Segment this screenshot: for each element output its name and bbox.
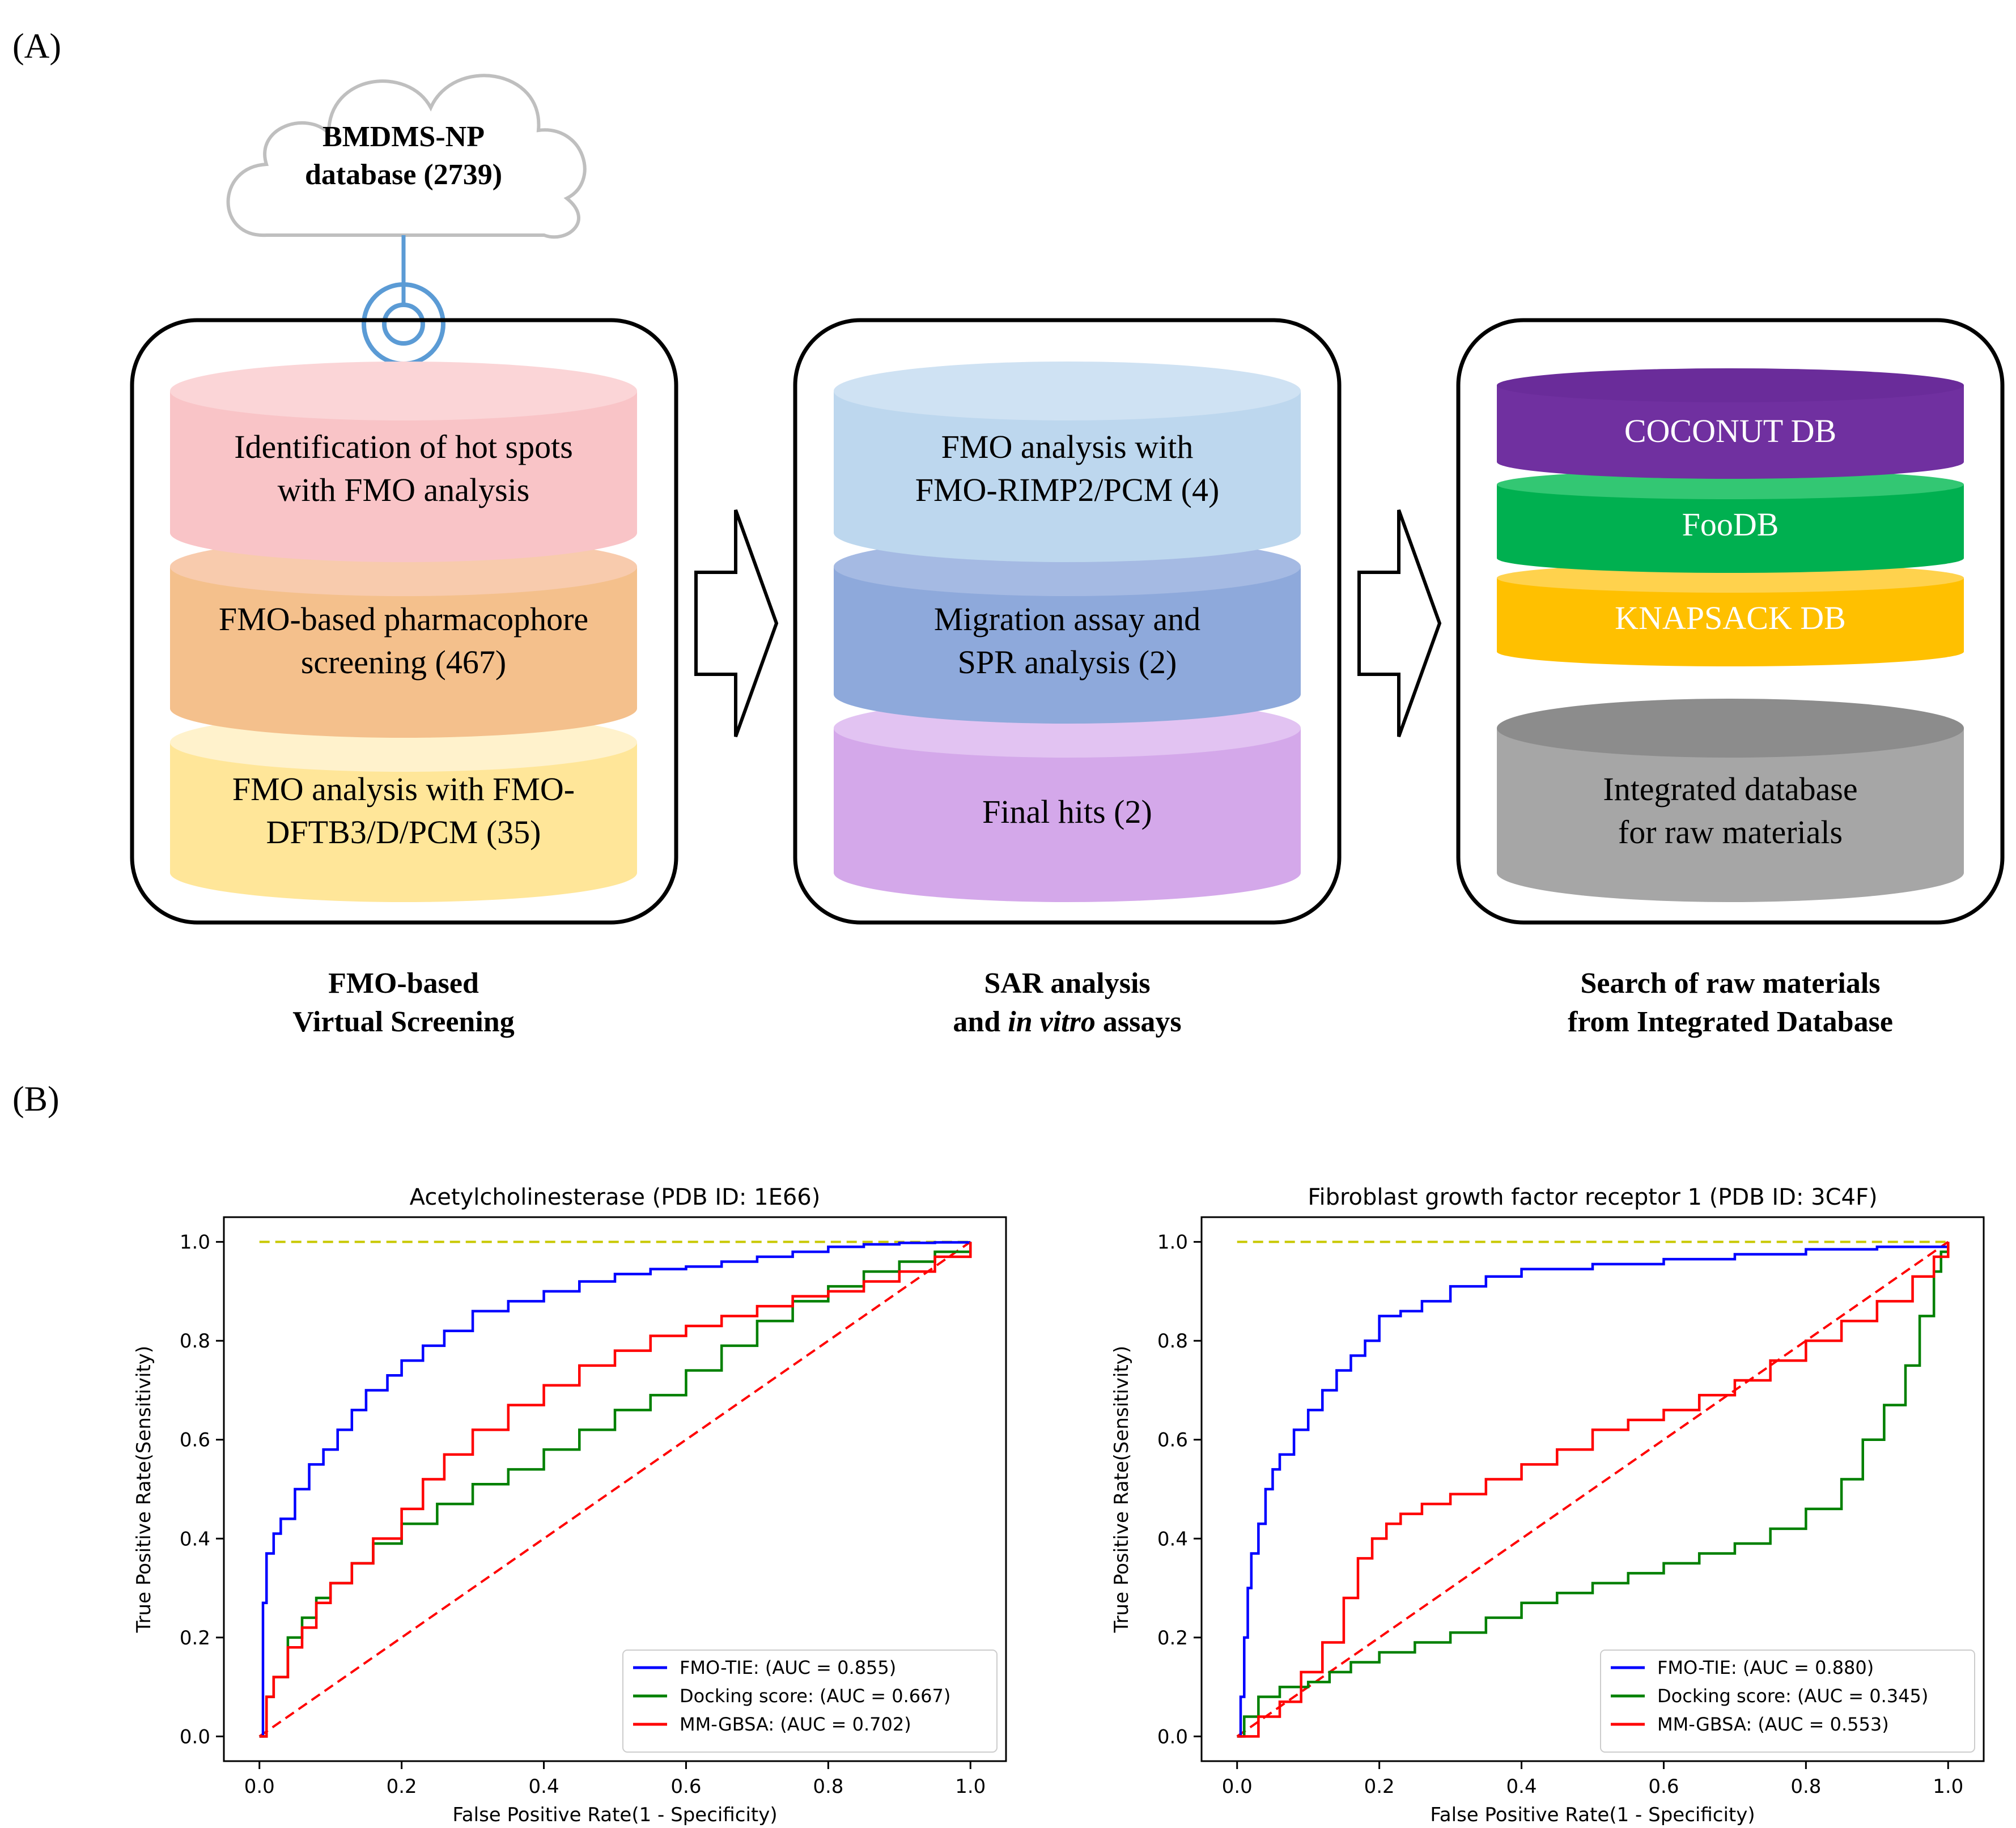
chart0-legend-entry: Docking score: (AUC = 0.667): [680, 1685, 950, 1707]
chart0-legend-entry: MM-GBSA: (AUC = 0.702): [680, 1714, 911, 1735]
chart0-xtick-label: 0.4: [529, 1775, 559, 1798]
stage1-caption-line2: Virtual Screening: [292, 1006, 514, 1038]
chart1-series-mm-gbsa-line: [1237, 1242, 1950, 1738]
chart1-ytick-label: 0.2: [1157, 1627, 1188, 1650]
chart0-xlabel: False Positive Rate(1 - Specificity): [452, 1804, 777, 1826]
chart1-xtick-label: 0.8: [1790, 1775, 1821, 1798]
chart1-legend-entry: Docking score: (AUC = 0.345): [1657, 1685, 1928, 1707]
chart0-xtick-label: 0.8: [813, 1775, 843, 1798]
chart1-ytick-label: 0.4: [1157, 1528, 1188, 1550]
chart0-xtick-label: 0.2: [387, 1775, 417, 1798]
stage3-layer-2: [1497, 470, 1964, 573]
chart0-xtick-label: 0.6: [670, 1775, 701, 1798]
chart0-reference-random-line: [258, 1240, 971, 1738]
chart0-ytick-label: 1.0: [180, 1231, 210, 1254]
stage2-layer-1: [834, 362, 1301, 562]
chart1-series-fmo-tie-line: [1237, 1242, 1950, 1738]
stage3-layer-1: [1497, 368, 1964, 479]
stage2-caption-pre: and: [953, 1006, 1008, 1038]
stage2-layer-2-line2: SPR analysis (2): [958, 644, 1177, 681]
stage2-caption-italic: in vitro: [1008, 1006, 1096, 1038]
stage3-caption-line1: Search of raw materials: [1580, 967, 1880, 1000]
stage1-layer-1: [170, 362, 637, 562]
stage1-box: [130, 318, 678, 925]
chart1-xtick-label: 0.6: [1648, 1775, 1679, 1798]
chart0-series-mm-gbsa-line: [259, 1242, 972, 1738]
roc-chart-ache: Acetylcholinesterase (PDB ID: 1E66) 0.0 0.…: [133, 1184, 1007, 1826]
chart1-series-docking-score-line: [1237, 1242, 1950, 1738]
stage1-layer-2: [170, 537, 637, 738]
stage2-caption-line1: SAR analysis: [984, 967, 1150, 1000]
chart0-legend: [622, 1650, 998, 1753]
stage2-layer-2-line1: Migration assay and: [934, 601, 1200, 637]
stage3-caption-line2: from Integrated Database: [1568, 1006, 1893, 1038]
arrow-stage1-to-stage2: [694, 509, 779, 738]
chart1-xlabel: False Positive Rate(1 - Specificity): [1430, 1804, 1755, 1826]
chart0-ytick-label: 0.2: [180, 1627, 210, 1650]
chart0-xtick-label: 1.0: [955, 1775, 986, 1798]
chart1-legend-entry: MM-GBSA: (AUC = 0.553): [1657, 1714, 1889, 1735]
chart0-plot-frame: [223, 1216, 1007, 1762]
stage1-layer-3: [170, 713, 637, 902]
stage2-box: [793, 318, 1342, 925]
stage1-layer-2-line2: screening (467): [301, 644, 506, 681]
chart0-series-fmo-tie-line: [259, 1241, 972, 1738]
panel-a-label: (A): [12, 27, 61, 66]
stage3-box: [1456, 318, 2005, 925]
roc-chart-fgfr1: Fibroblast growth factor receptor 1 (PDB…: [1110, 1184, 1985, 1826]
stage1-layer-1-line2: with FMO analysis: [278, 471, 530, 508]
chart1-xtick-label: 1.0: [1933, 1775, 1963, 1798]
chart1-legend-entry: FMO-TIE: (AUC = 0.880): [1657, 1657, 1874, 1678]
chart0-ytick-label: 0.4: [180, 1528, 210, 1550]
chart1-ytick-label: 0.8: [1157, 1330, 1188, 1353]
stage2-caption-line2: and in vitro assays: [953, 1006, 1181, 1038]
stage2-caption-post: assays: [1096, 1006, 1182, 1038]
chart1-xtick-label: 0.2: [1364, 1775, 1395, 1798]
stage3-layer-3-label: KNAPSACK DB: [1615, 600, 1846, 636]
panel-b-label: (B): [12, 1080, 60, 1119]
chart1-xtick-label: 0.4: [1506, 1775, 1537, 1798]
chart0-legend-entry: FMO-TIE: (AUC = 0.855): [680, 1657, 896, 1678]
stage1-caption-line1: FMO-based: [328, 967, 479, 1000]
stage3-integrated-line1: Integrated database: [1603, 771, 1857, 807]
cloud-shape: [226, 74, 587, 239]
stage1-layer-2-line1: FMO-based pharmacophore: [219, 601, 588, 637]
chart0-ytick-label: 0.6: [180, 1429, 210, 1452]
chart1-ytick-label: 0.6: [1157, 1429, 1188, 1452]
cloud-title: BMDMS-NP: [322, 121, 485, 153]
chart0-title: Acetylcholinesterase (PDB ID: 1E66): [410, 1184, 821, 1210]
chart0-ylabel: True Positive Rate(Sensitivity): [133, 1346, 155, 1633]
stage2-layer-1-line2: FMO-RIMP2/PCM (4): [915, 471, 1220, 508]
chart1-ytick-label: 1.0: [1157, 1231, 1188, 1254]
stage1-layer-1-line1: Identification of hot spots: [234, 428, 573, 465]
stage3-integrated-db: [1497, 699, 1964, 902]
stage1-layer-3-line2: DFTB3/D/PCM (35): [266, 814, 541, 851]
stage3-layer-1-label: COCONUT DB: [1624, 413, 1836, 449]
chart1-xtick-label: 0.0: [1222, 1775, 1253, 1798]
chart1-ylabel: True Positive Rate(Sensitivity): [1110, 1346, 1133, 1633]
stage2-layer-1-line1: FMO analysis with: [941, 428, 1194, 465]
stage2-layer-3-line1: Final hits (2): [982, 793, 1152, 830]
chart1-legend: [1600, 1650, 1975, 1753]
chart0-ytick-label: 0.8: [180, 1330, 210, 1353]
stage3-layer-2-label: FooDB: [1682, 506, 1779, 543]
chart1-plot-frame: [1200, 1216, 1985, 1762]
chart1-ytick-label: 0.0: [1157, 1725, 1188, 1748]
connector-ring-inner: [382, 303, 425, 346]
stage3-integrated-line2: for raw materials: [1618, 814, 1843, 851]
chart1-reference-random-line: [1236, 1240, 1949, 1738]
cloud-subtitle: database (2739): [305, 159, 502, 191]
chart0-ytick-label: 0.0: [180, 1725, 210, 1748]
chart0-xtick-label: 0.0: [244, 1775, 275, 1798]
stage1-layer-3-line1: FMO analysis with FMO-: [232, 771, 575, 807]
arrow-stage2-to-stage3: [1357, 509, 1442, 738]
chart1-title: Fibroblast growth factor receptor 1 (PDB…: [1308, 1184, 1877, 1210]
